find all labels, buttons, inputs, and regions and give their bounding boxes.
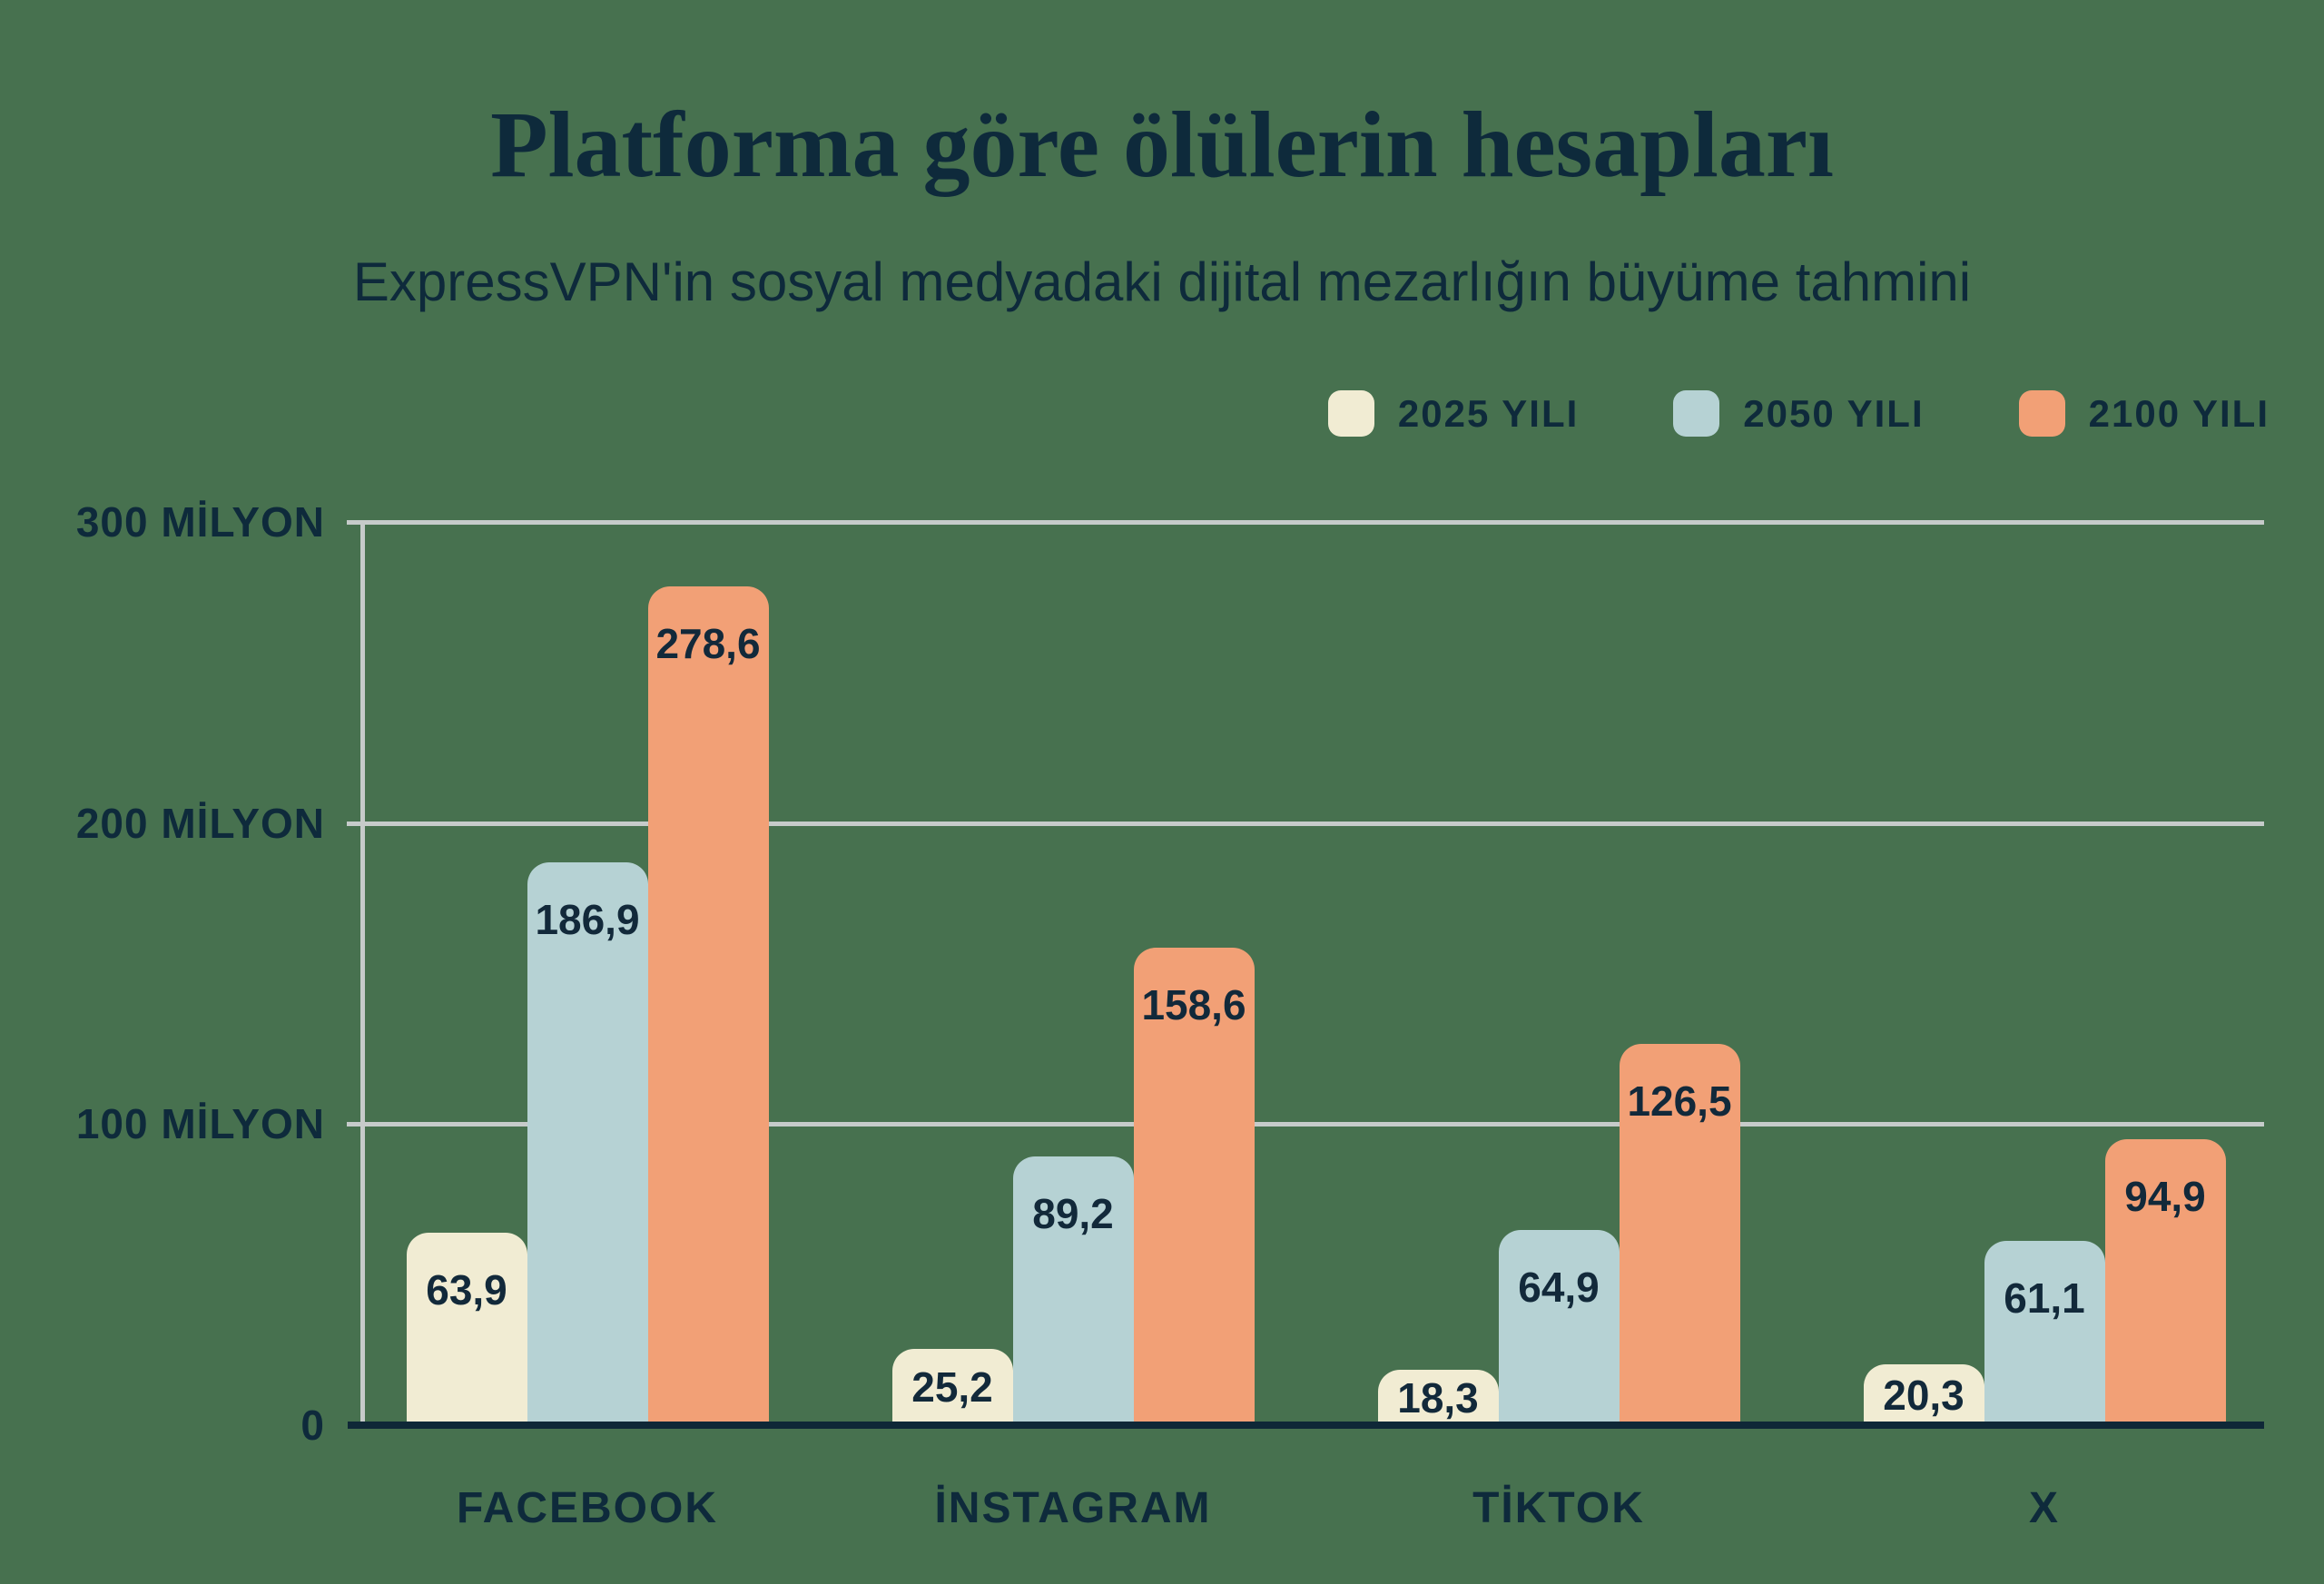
legend-item-2025-yili: 2025 YILI	[1327, 390, 1580, 437]
bar-ti-ktok-2025-yili: 18,3	[1377, 1370, 1499, 1425]
bar-ti-ktok-2050-yili: 64,9	[1498, 1230, 1620, 1425]
bar-facebook-2025-yili: 63,9	[406, 1233, 527, 1425]
gridline-100m	[347, 1122, 2264, 1127]
bar-i-nstagram-2100-yili: 158,6	[1133, 948, 1255, 1425]
bar-ti-ktok-2100-yili: 126,5	[1619, 1044, 1740, 1425]
bar-x-2025-yili: 20,3	[1863, 1364, 1984, 1425]
legend-item-2050-yili: 2050 YILI	[1673, 390, 1924, 437]
legend-swatch-2050-yili	[1673, 390, 1720, 437]
bar-facebook-2100-yili: 278,6	[647, 586, 769, 1425]
bar-value-label-ti-ktok-2050-yili: 64,9	[1518, 1264, 1600, 1311]
chart-title: Platforma göre ölülerin hesapları	[490, 92, 1834, 197]
bar-value-label-facebook-2100-yili: 278,6	[655, 620, 761, 667]
x-axis-line	[348, 1422, 2264, 1429]
legend-label-2025-yili: 2025 YILI	[1397, 391, 1580, 435]
chart-subtitle: ExpressVPN'in sosyal medyadaki dijital m…	[352, 251, 1972, 312]
x-axis-label-facebook: FACEBOOK	[456, 1484, 718, 1532]
bar-value-label-ti-ktok-2025-yili: 18,3	[1397, 1373, 1479, 1422]
legend-label-2050-yili: 2050 YILI	[1743, 391, 1925, 435]
bar-i-nstagram-2050-yili: 89,2	[1012, 1156, 1134, 1425]
bar-value-label-ti-ktok-2100-yili: 126,5	[1627, 1077, 1732, 1125]
bar-value-label-i-nstagram-2025-yili: 25,2	[911, 1363, 993, 1411]
bar-value-label-x-2025-yili: 20,3	[1883, 1371, 1965, 1419]
x-axis-label-i-nstagram: İNSTAGRAM	[934, 1484, 1212, 1532]
legend-swatch-2100-yili	[2018, 390, 2065, 437]
legend-item-2100-yili: 2100 YILI	[2018, 390, 2270, 437]
bar-x-2100-yili: 94,9	[2104, 1139, 2226, 1425]
bar-value-label-x-2050-yili: 61,1	[2004, 1274, 2085, 1322]
x-axis-label-ti-ktok: TİKTOK	[1472, 1484, 1645, 1532]
y-axis-label-200: 200 MİLYON	[75, 799, 325, 847]
legend: 2025 YILI 2050 YILI 2100 YILI	[1327, 390, 2270, 437]
y-axis-label-300: 300 MİLYON	[75, 498, 325, 546]
bar-value-label-x-2100-yili: 94,9	[2124, 1173, 2206, 1220]
bar-i-nstagram-2025-yili: 25,2	[891, 1349, 1013, 1425]
bar-x-2050-yili: 61,1	[1984, 1241, 2105, 1425]
bar-value-label-facebook-2025-yili: 63,9	[426, 1266, 507, 1313]
y-axis-label-100: 100 MİLYON	[75, 1100, 325, 1148]
bar-value-label-i-nstagram-2100-yili: 158,6	[1141, 981, 1246, 1028]
gridline-200m	[347, 821, 2264, 826]
legend-swatch-2025-yili	[1327, 390, 1374, 437]
x-axis-label-x: X	[2028, 1484, 2060, 1532]
gridline-300m	[347, 520, 2264, 525]
legend-label-2100-yili: 2100 YILI	[2088, 391, 2270, 435]
y-axis-line	[360, 522, 365, 1425]
y-axis-label-0: 0	[300, 1402, 325, 1449]
bar-value-label-facebook-2050-yili: 186,9	[535, 896, 640, 943]
bar-facebook-2050-yili: 186,9	[527, 862, 648, 1425]
bar-value-label-i-nstagram-2050-yili: 89,2	[1032, 1190, 1114, 1237]
